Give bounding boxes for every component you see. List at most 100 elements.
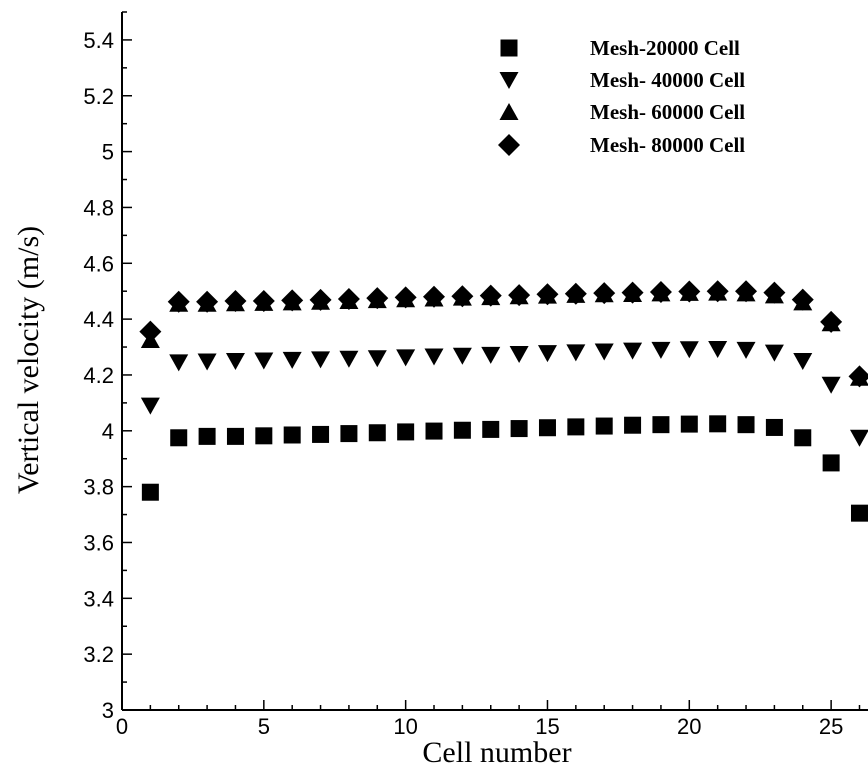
legend-label: Mesh-20000 Cell: [590, 36, 740, 60]
data-point-square: [255, 427, 273, 445]
x-tick-label: 20: [677, 714, 701, 739]
data-point-triangle-down: [140, 397, 160, 415]
data-point-square: [312, 425, 330, 443]
data-point-square: [453, 421, 471, 439]
data-point-triangle-down: [481, 346, 501, 364]
data-point-diamond: [508, 284, 531, 307]
data-point-square: [283, 426, 301, 444]
data-point-square: [567, 418, 585, 436]
data-point-square: [538, 419, 556, 437]
data-point-triangle-down: [311, 351, 331, 369]
y-tick-label: 3.6: [83, 530, 114, 555]
data-point-triangle-down: [282, 351, 302, 369]
data-point-diamond: [224, 289, 247, 312]
data-point-square: [850, 504, 868, 522]
data-point-square: [170, 429, 188, 447]
data-point-triangle-down: [651, 341, 671, 359]
legend-entry: Mesh-20000 Cell: [500, 36, 740, 60]
y-tick-label: 5.4: [83, 28, 114, 53]
data-point-triangle-down: [197, 353, 217, 371]
data-point-diamond: [706, 280, 729, 303]
data-point-diamond: [848, 365, 868, 388]
y-axis-title: Vertical velocity (m/s): [12, 226, 45, 494]
y-tick-label: 3: [102, 698, 114, 723]
data-point-square: [368, 424, 386, 442]
x-tick-label: 25: [819, 714, 843, 739]
data-point-square: [226, 427, 244, 445]
data-point-square: [765, 418, 783, 436]
data-point-triangle-down: [537, 345, 557, 363]
y-tick-label: 3.8: [83, 475, 114, 500]
data-point-triangle-down: [736, 341, 756, 359]
y-tick-label: 4.2: [83, 363, 114, 388]
data-point-diamond: [167, 290, 190, 313]
y-tick-label: 4.6: [83, 251, 114, 276]
data-point-triangle-down: [708, 340, 728, 358]
data-point-triangle-down: [339, 350, 359, 368]
data-point-diamond: [366, 287, 389, 310]
data-point-triangle-down: [367, 350, 387, 368]
legend: Mesh-20000 Cell Mesh- 40000 Cell Mesh- 600…: [498, 36, 745, 157]
data-point-square: [141, 483, 159, 501]
data-point-square: [482, 420, 500, 438]
data-point-diamond: [394, 286, 417, 309]
data-point-diamond: [621, 281, 644, 304]
data-point-diamond: [252, 289, 275, 312]
legend-label: Mesh- 60000 Cell: [590, 100, 745, 124]
data-point-diamond: [649, 281, 672, 304]
legend-label: Mesh- 80000 Cell: [590, 133, 745, 157]
data-point-triangle-down: [169, 354, 189, 372]
data-point-diamond: [451, 285, 474, 308]
data-point-square: [680, 415, 698, 433]
data-point-square: [510, 420, 528, 438]
data-point-triangle-down: [254, 352, 274, 370]
data-point-diamond: [337, 288, 360, 311]
data-point-triangle-down: [679, 341, 699, 359]
data-point-square: [794, 429, 812, 447]
data-point-diamond: [735, 280, 758, 303]
data-point-diamond: [309, 288, 332, 311]
data-point-diamond: [423, 285, 446, 308]
x-tick-label: 0: [116, 714, 128, 739]
x-axis-title: Cell number: [422, 736, 571, 769]
y-tick-label: 4: [102, 419, 114, 444]
data-point-diamond: [139, 320, 162, 343]
data-point-diamond: [536, 283, 559, 306]
x-tick-label: 10: [393, 714, 417, 739]
data-point-diamond: [281, 289, 304, 312]
x-axis: 0 5 10 15 20 25: [116, 700, 861, 739]
data-point-diamond: [763, 281, 786, 304]
series-3: [140, 283, 868, 386]
data-point-triangle-down: [509, 346, 529, 364]
data-markers: [139, 280, 868, 522]
y-tick-label: 4.8: [83, 195, 114, 220]
data-point-square: [737, 416, 755, 434]
data-point-triangle-down: [396, 349, 416, 367]
data-point-diamond: [479, 284, 502, 307]
data-point-triangle-down: [821, 376, 841, 394]
series-1: [141, 415, 868, 522]
data-point-square: [822, 454, 840, 472]
data-point-diamond: [196, 290, 219, 313]
data-point-triangle-down: [594, 343, 614, 361]
data-point-diamond: [564, 282, 587, 305]
x-tick-label: 5: [258, 714, 270, 739]
data-point-square: [425, 422, 443, 440]
legend-marker-triangle-up: [499, 103, 519, 120]
legend-entry: Mesh- 60000 Cell: [499, 100, 745, 124]
data-point-square: [709, 415, 727, 433]
legend-entry: Mesh- 80000 Cell: [498, 133, 745, 157]
legend-label: Mesh- 40000 Cell: [590, 68, 745, 92]
data-point-diamond: [593, 282, 616, 305]
data-point-triangle-down: [424, 348, 444, 366]
data-point-square: [340, 425, 358, 443]
data-point-triangle-down: [225, 353, 245, 370]
data-point-diamond: [791, 288, 814, 311]
y-axis: 3 3.2 3.4 3.6 3.8 4 4.2 4.4 4.6 4.8 5 5.2 5.4: [83, 11, 132, 723]
plot-area: [121, 12, 868, 711]
legend-entry: Mesh- 40000 Cell: [499, 68, 745, 92]
data-point-diamond: [678, 280, 701, 303]
data-point-square: [198, 427, 216, 445]
y-tick-label: 5: [102, 140, 114, 165]
